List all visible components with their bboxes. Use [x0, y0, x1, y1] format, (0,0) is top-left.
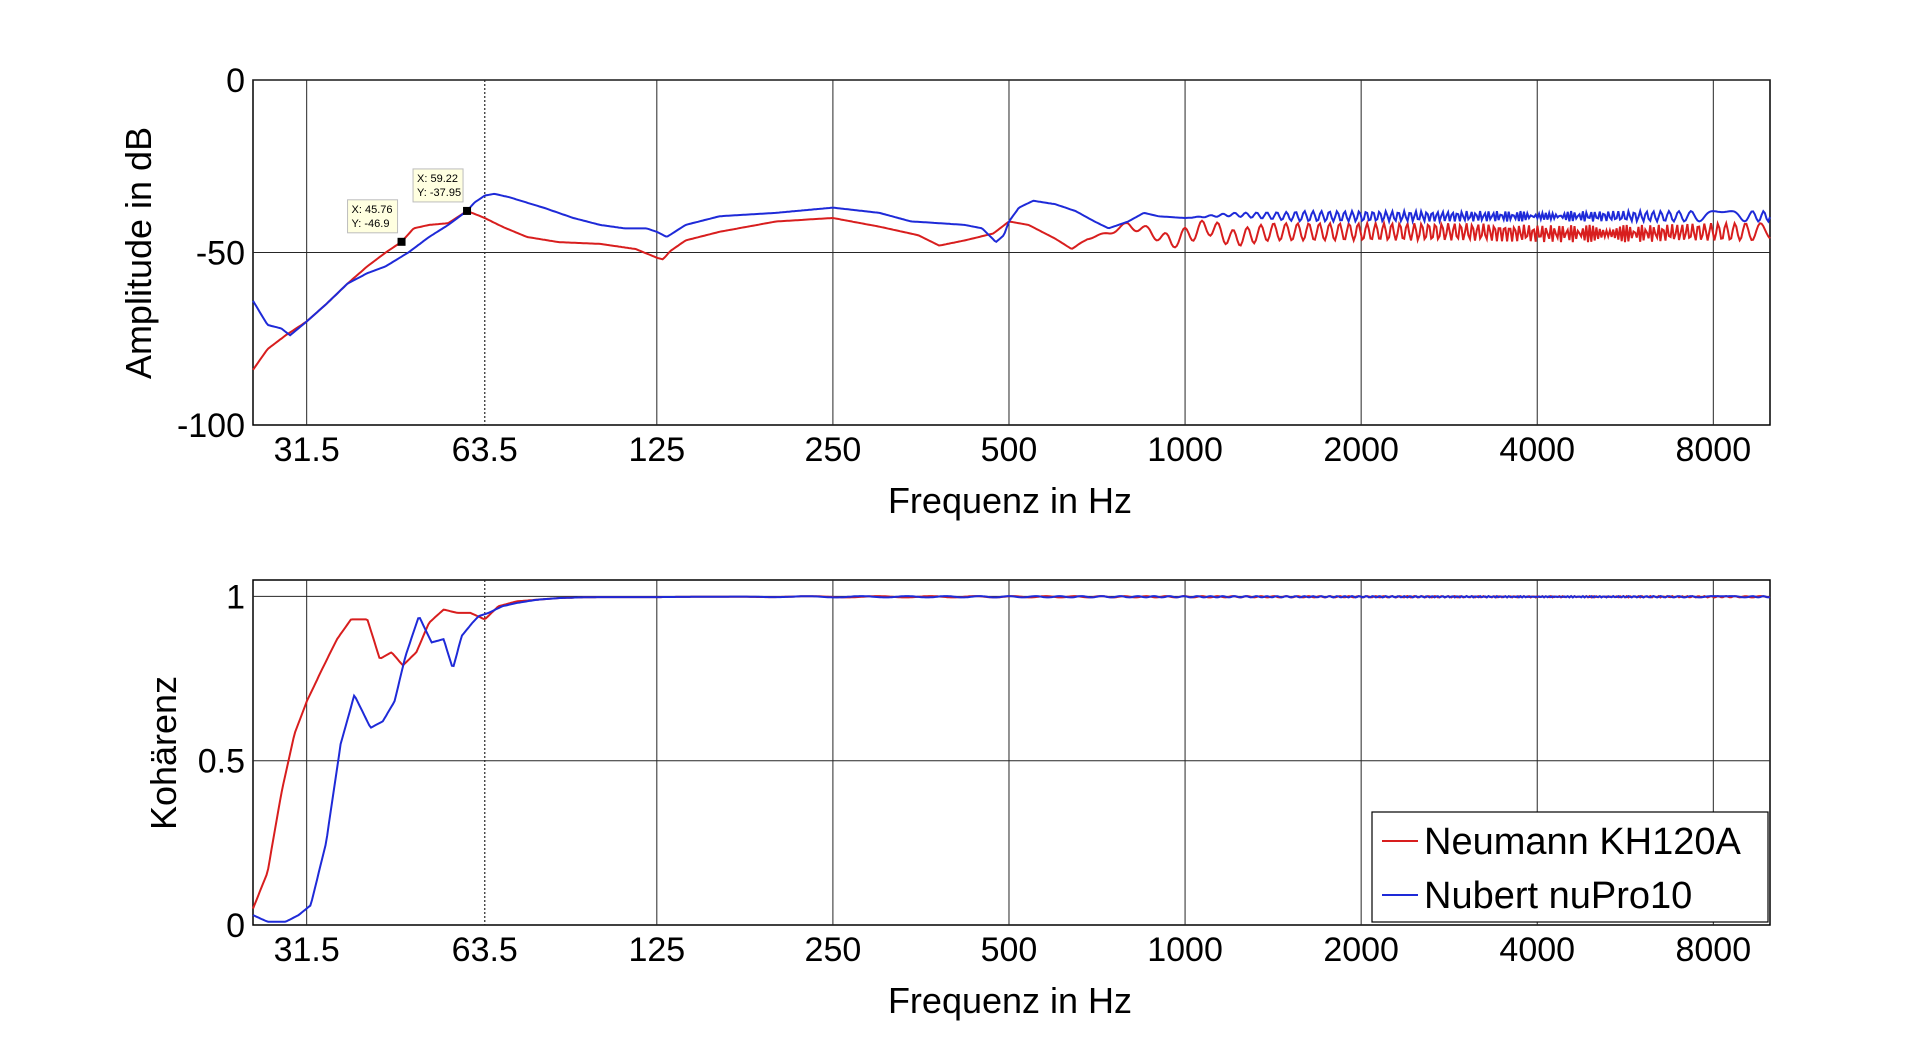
x-tick-label: 125: [628, 931, 685, 969]
amplitude-plot: X: 45.76 Y: -46.9 X: 59.22 Y: -37.95 31.5 63…: [118, 62, 1771, 521]
datatip-x-value: X: 45.76: [352, 204, 393, 216]
datatip-box: [347, 199, 399, 234]
datatip-y-value: Y: -46.9: [352, 218, 390, 230]
coherence-y-axis-label: Kohärenz: [143, 676, 184, 830]
x-tick-label: 500: [981, 931, 1038, 969]
amplitude-series-group: [252, 192, 1771, 371]
x-tick-label: 8000: [1675, 431, 1751, 469]
datatip-box: [412, 168, 464, 203]
legend-box: [1371, 811, 1769, 923]
amplitude-datatips: X: 45.76 Y: -46.9 X: 59.22 Y: -37.95: [347, 168, 472, 246]
coherence-x-axis-label: Frequenz in Hz: [888, 980, 1132, 1021]
datatip-marker: [397, 237, 406, 246]
y-tick-label: -100: [177, 407, 245, 445]
datatip-marker: [463, 206, 472, 215]
legend: Neumann KH120A Nubert nuPro10: [1371, 811, 1769, 923]
coherence-series-group: [252, 594, 1771, 923]
y-tick-label: 0: [226, 907, 245, 945]
coherence-plot: 31.5 63.5 125 250 500 1000 2000 4000 8000 00.51 …: [143, 578, 1771, 1021]
y-tick-label: 0: [226, 62, 245, 100]
legend-label-nubert: Nubert nuPro10: [1424, 875, 1692, 917]
coherence-x-tick-labels: 31.5 63.5 125 250 500 1000 2000 4000 8000: [274, 931, 1752, 969]
x-tick-label: 63.5: [452, 431, 518, 469]
y-tick-label: 0.5: [198, 743, 245, 781]
amplitude-x-tick-labels: 31.5 63.5 125 250 500 1000 2000 4000 8000: [274, 431, 1752, 469]
x-tick-label: 8000: [1675, 931, 1751, 969]
amplitude-grid: [253, 79, 1770, 425]
legend-label-neumann: Neumann KH120A: [1424, 821, 1742, 863]
y-tick-label: -50: [196, 235, 245, 273]
amplitude-y-axis-label: Amplitude in dB: [118, 127, 159, 379]
x-tick-label: 1000: [1147, 931, 1223, 969]
series-line-nubert: [252, 192, 1771, 337]
series-line-nubert: [252, 594, 1771, 923]
x-tick-label: 250: [805, 931, 862, 969]
y-tick-label: 1: [226, 578, 245, 616]
x-tick-label: 4000: [1499, 431, 1575, 469]
x-tick-label: 250: [805, 431, 862, 469]
x-tick-label: 125: [628, 431, 685, 469]
datatip-y-value: Y: -37.95: [417, 187, 461, 199]
x-tick-label: 1000: [1147, 431, 1223, 469]
x-tick-label: 63.5: [452, 931, 518, 969]
amplitude-y-tick-labels: -100 -50 0: [177, 62, 245, 445]
x-tick-label: 2000: [1323, 931, 1399, 969]
x-tick-label: 31.5: [274, 431, 340, 469]
amplitude-x-axis-label: Frequenz in Hz: [888, 480, 1132, 521]
datatip-x-value: X: 59.22: [417, 173, 458, 185]
x-tick-label: 4000: [1499, 931, 1575, 969]
coherence-y-tick-labels: 00.51: [198, 578, 245, 945]
x-tick-label: 31.5: [274, 931, 340, 969]
series-line-neumann: [252, 209, 1771, 371]
x-tick-label: 500: [981, 431, 1038, 469]
x-tick-label: 2000: [1323, 431, 1399, 469]
